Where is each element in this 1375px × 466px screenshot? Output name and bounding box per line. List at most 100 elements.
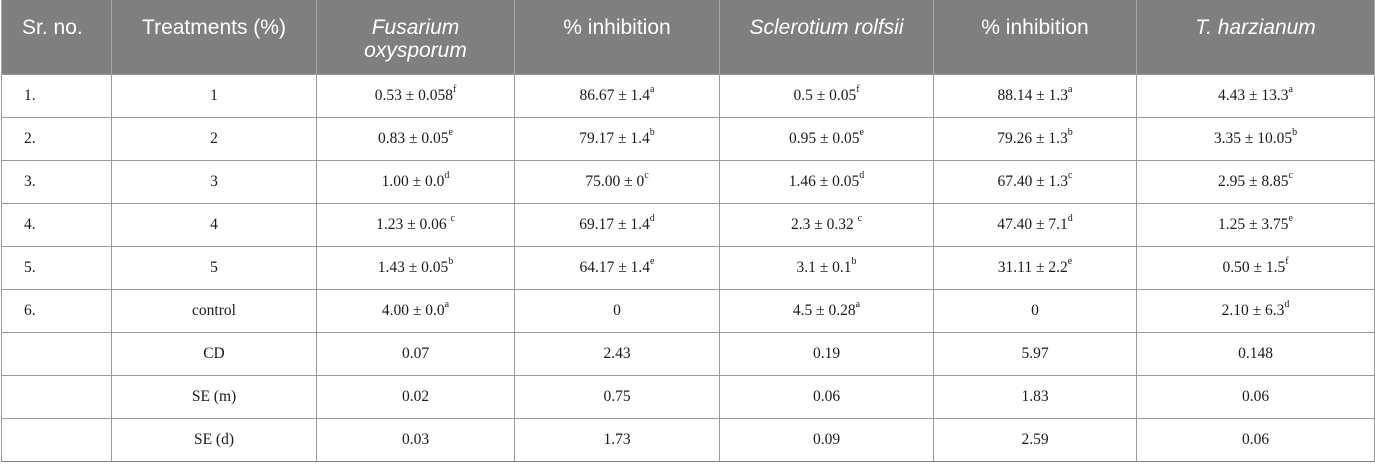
table-cell: 4.00 ± 0.0a: [316, 288, 515, 333]
significance-letter: e: [1288, 213, 1293, 225]
table-cell: 67.40 ± 1.3c: [933, 159, 1137, 204]
cell-value: 1.83: [1021, 387, 1049, 405]
table-cell: 0.03: [316, 417, 515, 462]
table-cell: 0.75: [514, 374, 720, 419]
table-cell: 1.73: [514, 417, 720, 462]
table-cell: 3.1 ± 0.1b: [719, 245, 934, 290]
cell-value: 0.83 ± 0.05: [378, 129, 449, 147]
cell-value: 1.: [24, 86, 36, 104]
table-cell: 3.35 ± 10.05b: [1136, 116, 1375, 161]
column-header-label: Fusarium oxysporum: [364, 16, 467, 62]
significance-letter: c: [1288, 170, 1293, 182]
table-cell: 5.97: [933, 331, 1137, 376]
significance-letter: d: [649, 213, 655, 225]
column-header-label: % inhibition: [563, 16, 671, 39]
table-cell: 2.59: [933, 417, 1137, 462]
cell-value: 0.06: [1241, 430, 1270, 448]
table-cell: 69.17 ± 1.4d: [514, 202, 720, 247]
cell-value: 0.5 ± 0.05: [793, 86, 857, 104]
table-cell: 2.: [1, 116, 112, 161]
cell-value: 2.: [24, 129, 36, 147]
cell-value: 0.09: [812, 430, 841, 448]
table-cell: 47.40 ± 7.1d: [933, 202, 1137, 247]
cell-value: 1.00 ± 0.0: [381, 172, 445, 190]
cell-value: 0.148: [1238, 344, 1273, 362]
table-cell: 2.3 ± 0.32 c: [719, 202, 934, 247]
table-cell: 1.46 ± 0.05d: [719, 159, 934, 204]
table-cell: 1.83: [933, 374, 1137, 419]
significance-letter: c: [857, 213, 863, 225]
table-cell: [1, 374, 112, 419]
table-cell: 1.00 ± 0.0d: [316, 159, 515, 204]
table-cell: control: [111, 288, 317, 333]
cell-value: 5.97: [1021, 344, 1049, 362]
table-cell: 4.5 ± 0.28a: [719, 288, 934, 333]
significance-letter: e: [1067, 256, 1073, 268]
cell-value: 6.: [24, 301, 36, 319]
table-cell: 5.: [1, 245, 112, 290]
table-cell: 5: [111, 245, 317, 290]
table-cell: 3.: [1, 159, 112, 204]
cell-value: 2.95 ± 8.85: [1218, 172, 1289, 190]
significance-letter: d: [444, 170, 450, 182]
table-row: 5. 5 1.43 ± 0.05b 64.17 ± 1.4e 3.1 ± 0.1b 31.…: [1, 245, 1375, 290]
significance-letter: d: [1284, 299, 1290, 311]
significance-letter: b: [1067, 127, 1073, 139]
significance-letter: d: [1067, 213, 1073, 225]
table-cell: 86.67 ± 1.4a: [514, 73, 720, 118]
column-header-label: % inhibition: [981, 16, 1089, 39]
cell-value: 3.1 ± 0.1: [796, 258, 852, 276]
significance-letter: a: [1288, 84, 1293, 96]
cell-value: 1.46 ± 0.05: [788, 172, 860, 190]
significance-letter: f: [1285, 256, 1289, 268]
table-row: SE (m) 0.02 0.75 0.06 1.83 0.06: [1, 374, 1375, 419]
table-cell: 1.43 ± 0.05b: [316, 245, 515, 290]
cell-value: 0.19: [812, 344, 841, 362]
table-cell: 0.06: [719, 374, 934, 419]
column-header: % inhibition: [514, 0, 720, 74]
table-cell: 0.07: [316, 331, 515, 376]
cell-value: SE (d): [193, 430, 235, 448]
cell-value: 0.07: [401, 344, 430, 362]
column-header: Treatments (%): [111, 0, 317, 74]
table-cell: 1: [111, 73, 317, 118]
cell-value: 4.43 ± 13.3: [1218, 86, 1289, 104]
table-cell: 0.53 ± 0.058f: [316, 73, 515, 118]
cell-value: 75.00 ± 0: [585, 172, 645, 190]
cell-value: 79.17 ± 1.4: [579, 129, 650, 147]
cell-value: 1.23 ± 0.06: [376, 215, 451, 233]
table-row: 6. control 4.00 ± 0.0a 0 4.5 ± 0.28a 0 2.10 ± …: [1, 288, 1375, 333]
cell-value: control: [192, 301, 236, 319]
table-cell: 2.43: [514, 331, 720, 376]
table-body: 1. 1 0.53 ± 0.058f 86.67 ± 1.4a 0.5 ± 0.05f 8…: [1, 73, 1375, 462]
significance-letter: c: [1068, 170, 1073, 182]
table-cell: 4.: [1, 202, 112, 247]
column-header-label: Sr. no.: [22, 16, 83, 39]
table-cell: [1, 417, 112, 462]
table-cell: 4.43 ± 13.3a: [1136, 73, 1375, 118]
column-header: Fusarium oxysporum: [316, 0, 515, 74]
cell-value: 69.17 ± 1.4: [579, 215, 650, 233]
table-cell: CD: [111, 331, 317, 376]
cell-value: 0.75: [603, 387, 631, 405]
table-cell: 1.25 ± 3.75e: [1136, 202, 1375, 247]
cell-value: 3.35 ± 10.05: [1213, 129, 1293, 147]
significance-letter: a: [444, 299, 450, 311]
significance-letter: f: [856, 84, 860, 96]
cell-value: 4.00 ± 0.0: [381, 301, 445, 319]
table-row: 1. 1 0.53 ± 0.058f 86.67 ± 1.4a 0.5 ± 0.05f 8…: [1, 73, 1375, 118]
table-cell: 75.00 ± 0c: [514, 159, 720, 204]
table-row: 2. 2 0.83 ± 0.05e 79.17 ± 1.4b 0.95 ± 0.05e 7…: [1, 116, 1375, 161]
cell-value: 1.43 ± 0.05: [377, 258, 449, 276]
cell-value: 4: [210, 215, 218, 233]
cell-value: 2.43: [603, 344, 631, 362]
table-cell: 3: [111, 159, 317, 204]
cell-value: 5: [210, 258, 218, 276]
cell-value: 31.11 ± 2.2: [997, 258, 1068, 276]
significance-letter: f: [452, 84, 457, 96]
cell-value: 0.02: [401, 387, 430, 405]
table-cell: 0.50 ± 1.5f: [1136, 245, 1375, 290]
cell-value: 0.53 ± 0.058: [374, 86, 453, 104]
table-row: 3. 3 1.00 ± 0.0d 75.00 ± 0c 1.46 ± 0.05d 67.4…: [1, 159, 1375, 204]
